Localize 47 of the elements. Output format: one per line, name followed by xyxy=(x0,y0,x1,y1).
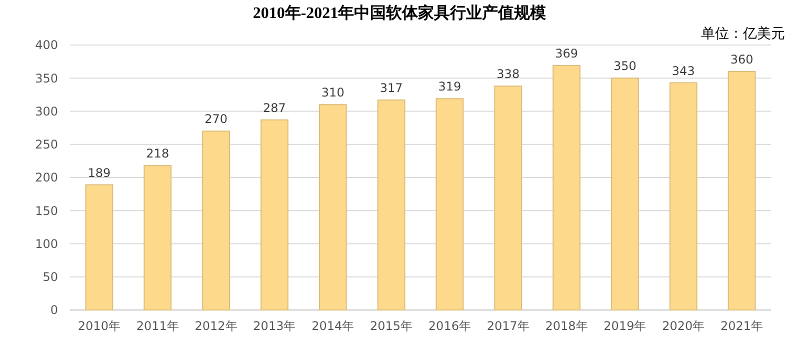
x-tick-label: 2012年 xyxy=(194,319,238,333)
bar xyxy=(318,104,347,310)
y-tick-label: 50 xyxy=(42,270,58,284)
x-tick-label: 2016年 xyxy=(428,319,471,333)
bar xyxy=(377,99,406,310)
bar xyxy=(611,78,639,310)
y-tick-label: 300 xyxy=(35,104,58,118)
x-tick-label: 2021年 xyxy=(720,319,764,333)
y-tick-label: 100 xyxy=(35,236,58,251)
y-tick-label: 0 xyxy=(50,303,58,318)
data-label: 189 xyxy=(88,166,111,180)
data-label: 270 xyxy=(204,112,228,126)
data-label: 360 xyxy=(730,52,754,66)
y-tick-label: 250 xyxy=(35,138,58,152)
bar xyxy=(728,71,756,310)
x-tick-label: 2011年 xyxy=(136,319,179,333)
x-tick-label: 2019年 xyxy=(604,319,646,333)
data-label: 317 xyxy=(380,80,403,95)
data-label: 310 xyxy=(321,86,344,100)
bar xyxy=(669,82,698,310)
data-label: 343 xyxy=(672,64,695,78)
data-label: 218 xyxy=(146,146,170,161)
bar xyxy=(260,119,288,310)
x-tick-label: 2015年 xyxy=(370,319,413,333)
bar xyxy=(85,184,114,310)
bar xyxy=(494,86,522,310)
x-tick-label: 2018年 xyxy=(545,319,588,333)
y-tick-label: 150 xyxy=(35,204,58,218)
bar xyxy=(144,165,172,310)
data-label: 287 xyxy=(263,100,286,115)
bar xyxy=(202,130,230,310)
x-tick-label: 2010年 xyxy=(78,319,120,333)
data-label: 350 xyxy=(614,59,636,74)
y-tick-label: 350 xyxy=(35,71,58,86)
data-label: 369 xyxy=(555,46,578,61)
data-label: 338 xyxy=(496,67,520,82)
bar xyxy=(552,65,580,310)
x-tick-label: 2014年 xyxy=(312,319,354,333)
text: 单位：亿美元 xyxy=(701,26,785,42)
x-tick-label: 2017年 xyxy=(486,319,530,333)
data-label: 319 xyxy=(438,80,462,94)
chart-title: 2010年-2021年中国软体家具行业产值规模 xyxy=(252,3,546,22)
bar xyxy=(436,98,464,310)
y-tick-label: 400 xyxy=(35,38,58,52)
x-tick-label: 2013年 xyxy=(253,319,296,333)
x-tick-label: 2020年 xyxy=(662,319,705,333)
y-tick-label: 200 xyxy=(35,170,58,185)
